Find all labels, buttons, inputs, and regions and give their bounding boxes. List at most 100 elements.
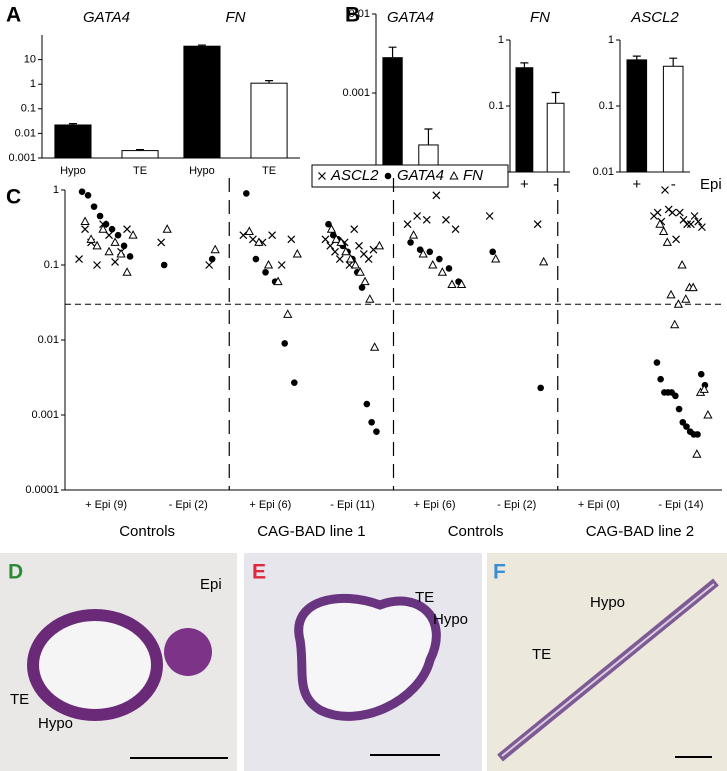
legend-label: ASCL2 [330,167,379,184]
panel-label: F [493,561,506,584]
x-tick-label: - Epi (14) [658,499,703,511]
point [485,212,494,220]
point [105,231,113,240]
bar [626,59,648,173]
point [160,261,168,269]
group-title: FN [226,9,246,26]
point [96,212,104,220]
point [326,241,335,250]
point [210,244,220,254]
point [273,276,283,286]
point [373,428,380,435]
point [98,224,108,233]
point [162,224,172,233]
error-bar [197,44,206,47]
bar [250,82,288,159]
point [110,237,120,246]
point [104,246,114,256]
bar [54,124,92,159]
x-tick-label: Hypo [60,165,86,177]
point [355,267,365,276]
bar [515,67,534,173]
image-label: Hypo [38,715,73,732]
point [122,267,132,276]
x-axis-label: Epi [700,176,722,193]
point [336,237,346,246]
point [683,423,690,430]
y-tick-label: 0.01 [349,8,370,20]
error-bar [520,62,529,68]
point [699,384,709,393]
group-label: CAG-BAD line 1 [257,523,365,540]
point [672,235,681,244]
point [355,241,363,250]
bar [662,65,684,173]
group-label: Controls [448,523,504,540]
point [661,186,669,194]
point [655,219,665,228]
legend-label: GATA4 [397,167,444,184]
point [75,255,83,263]
error-bar [388,46,397,58]
group-title: GATA4 [83,9,130,26]
point [287,235,296,244]
point [442,215,450,224]
point [658,226,669,235]
x-tick-label: + Epi (6) [249,499,291,511]
point [675,405,683,413]
x-tick-label: - Epi (2) [169,499,208,511]
point [426,248,434,256]
point [331,247,339,256]
point [407,239,414,246]
point [418,248,428,258]
point [456,279,467,288]
x-tick-label: - [671,176,676,193]
point [668,208,677,217]
group-label: CAG-BAD line 2 [586,523,694,540]
point [653,359,661,366]
micrograph-e: E TE Hypo [244,553,482,771]
point [436,255,443,263]
x-tick-label: TE [262,165,276,177]
x-tick-label: + [632,176,641,193]
x-tick-label: - Epi (2) [497,499,536,511]
point [248,235,257,244]
point [358,284,366,291]
legend-marker [318,172,326,180]
point [416,246,424,253]
error-bar [265,80,274,84]
point [694,431,701,438]
point [697,370,705,378]
point [662,237,672,246]
point [653,208,662,217]
point [123,225,131,234]
point [365,294,375,303]
y-tick-label: 0.001 [342,87,370,99]
point [114,231,122,239]
micrograph-f: F Hypo TE [487,553,727,771]
point [677,259,687,269]
point [445,265,453,272]
legend-box [311,164,509,188]
error-bar [424,128,433,145]
point [703,409,713,419]
y-tick-label: 0.001 [31,409,59,421]
panel-label: B [345,4,360,27]
bar [546,102,565,173]
point [692,449,702,458]
legend-marker [384,172,392,180]
image-label: Hypo [433,611,468,628]
legend-marker [449,170,459,180]
x-tick-label: Hypo [189,165,215,177]
point [432,191,441,200]
legend-label: FN [463,167,483,184]
y-tick-label: 1 [498,34,504,46]
cyst [294,594,441,721]
group-title: FN [530,9,550,26]
point [86,234,96,243]
point [369,245,378,254]
micrograph-d: D Epi TE Hypo [0,553,237,771]
point [698,223,706,232]
point [252,255,260,263]
point [422,215,431,224]
